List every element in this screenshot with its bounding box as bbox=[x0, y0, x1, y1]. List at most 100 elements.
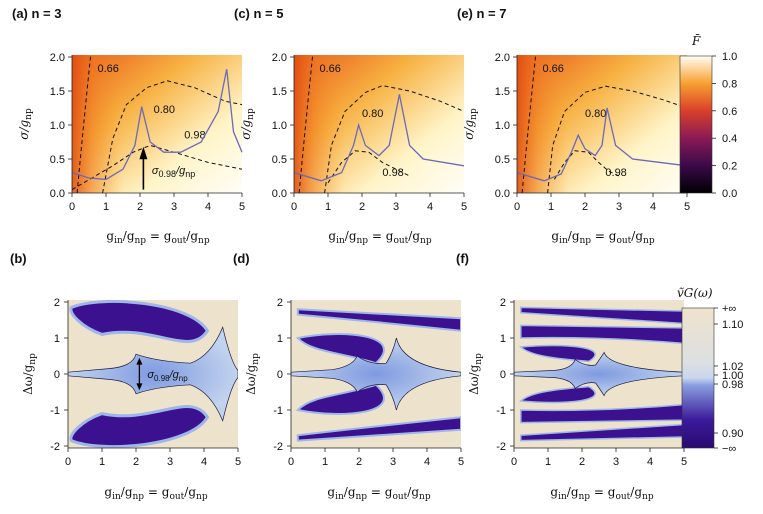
y-tick-label: -1 bbox=[496, 405, 506, 417]
contour-066 bbox=[76, 54, 92, 194]
y-tick-label: 2 bbox=[277, 297, 283, 309]
x-tick-label: 4 bbox=[424, 456, 430, 468]
panel-label: (b) bbox=[10, 251, 27, 266]
sigma-098-curve bbox=[71, 69, 243, 181]
y-tick-label: -2 bbox=[50, 441, 60, 453]
colorbar-tick-label: 0.90 bbox=[722, 428, 743, 440]
colorbar-tick-label: +∞ bbox=[722, 303, 736, 315]
x-tick-label: 5 bbox=[235, 456, 241, 468]
x-tick-label: 4 bbox=[650, 201, 656, 213]
y-tick-label: -2 bbox=[496, 441, 506, 453]
fidelity-edge-shade bbox=[72, 55, 242, 193]
panel-label: (f) bbox=[456, 251, 469, 266]
x-tick-label: 2 bbox=[133, 456, 139, 468]
y-tick-label: 1.5 bbox=[495, 86, 510, 98]
y-tick-label: 0.5 bbox=[50, 154, 65, 166]
panel-bottom-2: (f) 0 1 2 3 4 5 -2 -1 0 1 2 Δω/gnp gin/gnp = gout/gnp bbox=[456, 251, 687, 502]
colorbar-tick-label: 0.6 bbox=[722, 106, 737, 118]
x-tick-label: 1 bbox=[548, 201, 554, 213]
contour-label-080: 0.80 bbox=[585, 108, 606, 120]
colorbar-fidelity-title: F̄ bbox=[691, 33, 701, 48]
y-tick-label: 1.5 bbox=[50, 86, 65, 98]
x-tick-label: 0 bbox=[514, 201, 520, 213]
y-tick-label: 0.0 bbox=[50, 188, 65, 200]
y-axis-label: Δω/gnp bbox=[244, 353, 261, 395]
x-tick-label: 2 bbox=[137, 201, 143, 213]
x-tick-label: 4 bbox=[201, 456, 207, 468]
x-tick-label: 0 bbox=[291, 201, 297, 213]
contour-label-066: 0.66 bbox=[98, 63, 119, 75]
group-delay-lobe-bottom bbox=[519, 385, 596, 404]
group-delay-star-region bbox=[291, 337, 461, 411]
y-tick-label: 2.0 bbox=[272, 52, 287, 64]
panel-top-0: (a) n = 3 0.66 0.80 0.98 0 1 2 3 4 5 0.0 0.5 1.0 1.5 2… bbox=[12, 6, 245, 246]
x-tick-label: 1 bbox=[99, 456, 105, 468]
colorbar-tick-label: 0.2 bbox=[722, 161, 737, 173]
contour-080 bbox=[324, 85, 465, 194]
panel-label: (a) n = 3 bbox=[12, 6, 62, 21]
colorbar-tick-label: 1.0 bbox=[722, 51, 737, 63]
y-tick-label: 0.0 bbox=[495, 188, 510, 200]
group-delay-band-top bbox=[296, 308, 461, 332]
group-delay-regions bbox=[514, 306, 684, 442]
x-tick-label: 2 bbox=[579, 456, 585, 468]
contour-098 bbox=[71, 144, 243, 191]
x-tick-label: 3 bbox=[171, 201, 177, 213]
colorbar-tick-label: −∞ bbox=[722, 443, 736, 455]
x-tick-label: 5 bbox=[681, 456, 687, 468]
contour-label-080: 0.80 bbox=[362, 108, 383, 120]
x-axis-label: gin/gnp = gout/gnp bbox=[550, 485, 653, 502]
x-tick-label: 0 bbox=[288, 456, 294, 468]
group-delay-lobe-top bbox=[519, 344, 596, 363]
colorbar-tick-label: 1.02 bbox=[722, 361, 743, 373]
contour-label-098: 0.98 bbox=[184, 130, 205, 142]
panel-bottom-0: (b) 0 1 2 3 4 5 -2 -1 0 1 2 Δω/gnp gin/gnp = gout/gnp… bbox=[10, 251, 241, 502]
group-delay-star-region bbox=[514, 351, 684, 397]
x-tick-label: 2 bbox=[359, 201, 365, 213]
x-tick-label: 0 bbox=[65, 456, 71, 468]
x-tick-label: 1 bbox=[325, 201, 331, 213]
sigma-arrow-head-down bbox=[136, 383, 143, 391]
y-tick-label: 1.0 bbox=[50, 120, 65, 132]
colorbar-tick-label: 0.0 bbox=[722, 188, 737, 200]
y-tick-label: 0.5 bbox=[272, 154, 287, 166]
contour-label-080: 0.80 bbox=[154, 104, 175, 116]
y-tick-label: -1 bbox=[50, 405, 60, 417]
colorbar-fidelity-bar bbox=[679, 55, 713, 194]
x-tick-label: 5 bbox=[684, 201, 690, 213]
x-tick-label: 3 bbox=[390, 456, 396, 468]
panel-top-1: (c) n = 5 0.66 0.80 0.98 0 1 2 3 4 5 0.0 0.5 1.0 1.5 2… bbox=[234, 6, 467, 246]
x-tick-label: 3 bbox=[616, 201, 622, 213]
y-tick-label: 2 bbox=[500, 297, 506, 309]
y-axis-label: Δω/gnp bbox=[21, 353, 38, 395]
group-delay-band-top bbox=[520, 306, 684, 325]
x-tick-label: 1 bbox=[322, 456, 328, 468]
group-delay-regions bbox=[68, 300, 238, 448]
contour-label-098: 0.98 bbox=[382, 167, 403, 179]
y-axis-label: σ/gnp bbox=[239, 108, 256, 140]
sigma-annotation: σ0.98/gnp bbox=[147, 369, 188, 383]
x-tick-label: 4 bbox=[205, 201, 211, 213]
x-tick-label: 5 bbox=[461, 201, 467, 213]
contour-098 bbox=[327, 150, 410, 184]
colorbar-group-title: ṽG(ω) bbox=[677, 286, 713, 300]
y-tick-label: 2.0 bbox=[50, 52, 65, 64]
group-delay-band-bottom bbox=[520, 423, 684, 442]
contour-label-066: 0.66 bbox=[320, 63, 341, 75]
panel-label: (d) bbox=[233, 251, 250, 266]
y-tick-label: 2 bbox=[54, 297, 60, 309]
panel-label: (c) n = 5 bbox=[234, 6, 284, 21]
fidelity-edge-shade bbox=[517, 55, 687, 193]
x-tick-label: 2 bbox=[356, 456, 362, 468]
x-tick-label: 1 bbox=[545, 456, 551, 468]
x-tick-label: 3 bbox=[613, 456, 619, 468]
colorbar-tick-label: 1.10 bbox=[722, 319, 743, 331]
contour-066 bbox=[521, 54, 537, 194]
x-tick-label: 0 bbox=[511, 456, 517, 468]
y-tick-label: 1.0 bbox=[272, 120, 287, 132]
contour-066 bbox=[298, 54, 314, 194]
group-delay-band-bottom bbox=[296, 416, 461, 442]
sigma-arrow-head-up bbox=[136, 357, 143, 365]
y-axis-label: σ/gnp bbox=[17, 108, 34, 140]
x-tick-label: 5 bbox=[239, 201, 245, 213]
